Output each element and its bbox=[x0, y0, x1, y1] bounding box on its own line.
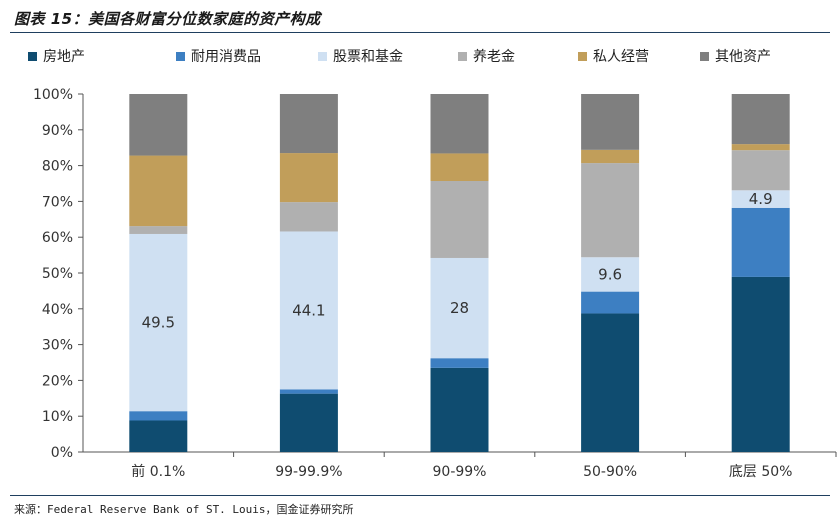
bar-segment-90-99-s2 bbox=[430, 358, 489, 368]
bar-segment-0.1-s2 bbox=[129, 411, 188, 421]
bar-segment-90-99-s5 bbox=[430, 153, 489, 181]
bar-segment-0.1-s1 bbox=[129, 420, 188, 452]
x-tick-label-50-90: 50-90% bbox=[583, 464, 637, 480]
bar-segment-0.1-s5 bbox=[129, 155, 188, 227]
y-axis: 0% 10% 20% 30% 40% 50% 60% 70% 80% 90% 100% bbox=[33, 87, 836, 461]
bar-segment-99-99.9-s1 bbox=[279, 393, 338, 452]
legend-label-4: 养老金 bbox=[473, 49, 515, 65]
legend-swatch-5 bbox=[578, 52, 587, 61]
bar-segment-50-s6 bbox=[731, 94, 790, 145]
bar-segment-50-90-s2 bbox=[581, 291, 640, 314]
bar-segment-99-99.9-s5 bbox=[279, 153, 338, 203]
data-label-90-99: 28 bbox=[450, 299, 469, 317]
bar-segment-0.1-s3 bbox=[129, 233, 188, 412]
legend-label-1: 房地产 bbox=[43, 49, 85, 65]
y-tick-label: 10% bbox=[42, 409, 73, 425]
data-label-50: 4.9 bbox=[749, 190, 773, 208]
bar-segment-50-90-s1 bbox=[581, 313, 640, 452]
bar-segment-0.1-s4 bbox=[129, 226, 188, 234]
y-tick-label: 80% bbox=[42, 159, 73, 175]
y-tick-label: 60% bbox=[42, 230, 73, 246]
bar-segment-50-s2 bbox=[731, 207, 790, 277]
y-tick-label: 70% bbox=[42, 194, 73, 210]
bar-segment-99-99.9-s4 bbox=[279, 202, 338, 232]
bar-segment-50-90-s4 bbox=[581, 163, 640, 258]
bar-segment-90-99-s4 bbox=[430, 180, 489, 258]
legend-swatch-1 bbox=[28, 52, 37, 61]
bar-segment-90-99-s3 bbox=[430, 257, 489, 359]
bar-segment-99-99.9-s6 bbox=[279, 94, 338, 154]
y-tick-label: 0% bbox=[51, 445, 73, 461]
chart-legend: 房地产 耐用消费品 股票和基金 养老金 私人经营 其他资产 bbox=[28, 48, 771, 65]
title-divider bbox=[10, 32, 830, 33]
x-tick-label-0.1: 前 0.1% bbox=[131, 463, 185, 480]
bar-segment-50-90-s5 bbox=[581, 149, 640, 164]
y-tick-label: 20% bbox=[42, 373, 73, 389]
bar-segment-50-s4 bbox=[731, 150, 790, 191]
x-axis: 前 0.1% 99-99.9% 90-99% 50-90% 底层 50% bbox=[131, 452, 837, 480]
stacked-bar-chart: 房地产 耐用消费品 股票和基金 养老金 私人经营 其他资产 0% 10% 20% 30% 40% 5… bbox=[28, 48, 837, 480]
bar-segment-50-s1 bbox=[731, 276, 790, 452]
legend-swatch-3 bbox=[318, 52, 327, 61]
figure-title: 图表 15：美国各财富分位数家庭的资产构成 bbox=[14, 10, 321, 28]
x-tick-label-90-99: 90-99% bbox=[433, 464, 487, 480]
data-label-99-99.9: 44.1 bbox=[292, 301, 325, 319]
legend-label-2: 耐用消费品 bbox=[191, 49, 261, 65]
bar-segment-50-90-s3 bbox=[581, 257, 640, 292]
legend-swatch-2 bbox=[176, 52, 185, 61]
x-tick-label-99-99.9: 99-99.9% bbox=[275, 464, 342, 480]
y-tick-label: 90% bbox=[42, 123, 73, 139]
y-tick-label: 40% bbox=[42, 302, 73, 318]
y-tick-label: 100% bbox=[33, 87, 73, 103]
bar-segment-90-99-s6 bbox=[430, 94, 489, 154]
bar-segment-50-90-s6 bbox=[581, 94, 640, 150]
data-label-0.1: 49.5 bbox=[142, 314, 175, 332]
bar-segment-99-99.9-s3 bbox=[279, 231, 338, 390]
x-tick-label-50: 底层 50% bbox=[729, 464, 793, 480]
data-label-50-90: 9.6 bbox=[598, 265, 622, 283]
source-divider bbox=[10, 495, 830, 496]
source-note: 来源：Federal Reserve Bank of ST. Louis，国金证… bbox=[14, 503, 354, 516]
legend-swatch-6 bbox=[700, 52, 709, 61]
bar-segment-99-99.9-s2 bbox=[279, 389, 338, 394]
bar-segment-50-s5 bbox=[731, 144, 790, 151]
legend-label-3: 股票和基金 bbox=[333, 48, 403, 65]
legend-label-5: 私人经营 bbox=[593, 49, 649, 65]
y-tick-label: 30% bbox=[42, 338, 73, 354]
legend-swatch-4 bbox=[458, 52, 467, 61]
bar-segment-50-s3 bbox=[731, 190, 790, 208]
bar-segment-0.1-s6 bbox=[129, 94, 188, 156]
y-tick-label: 50% bbox=[42, 266, 73, 282]
legend-label-6: 其他资产 bbox=[715, 49, 771, 65]
bar-segment-90-99-s1 bbox=[430, 367, 489, 452]
bar-group: 49.5 44.1 28 9.6 4.9 bbox=[129, 94, 790, 452]
